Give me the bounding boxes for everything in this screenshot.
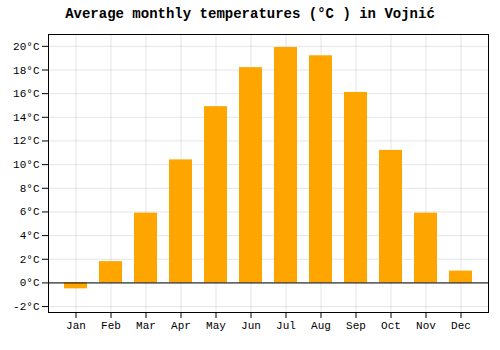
svg-text:6°C: 6°C [20, 206, 40, 218]
svg-text:Apr: Apr [171, 320, 191, 332]
svg-text:18°C: 18°C [13, 65, 40, 77]
svg-text:10°C: 10°C [13, 159, 40, 171]
html-text:Average monthly temperatures (: Average monthly temperatures (°C ) in Vo… [65, 6, 435, 22]
svg-text:14°C: 14°C [13, 112, 40, 124]
svg-text:Jun: Jun [241, 320, 261, 332]
svg-text:Aug: Aug [311, 320, 331, 332]
svg-text:-2°C: -2°C [13, 301, 40, 313]
svg-text:0°C: 0°C [20, 277, 40, 289]
svg-text:Nov: Nov [416, 320, 436, 332]
svg-text:Jul: Jul [276, 320, 296, 332]
svg-text:16°C: 16°C [13, 88, 40, 100]
svg-text:Sep: Sep [346, 320, 366, 332]
svg-text:20°C: 20°C [13, 41, 40, 53]
svg-text:8°C: 8°C [20, 183, 40, 195]
svg-text:Mar: Mar [136, 320, 156, 332]
svg-text:Jan: Jan [66, 320, 86, 332]
svg-text:Feb: Feb [101, 320, 121, 332]
svg-text:12°C: 12°C [13, 135, 40, 147]
svg-text:4°C: 4°C [20, 230, 40, 242]
svg-text:Dec: Dec [451, 320, 471, 332]
svg-text:Oct: Oct [381, 320, 401, 332]
svg-text:2°C: 2°C [20, 254, 40, 266]
svg-text:May: May [206, 320, 226, 332]
